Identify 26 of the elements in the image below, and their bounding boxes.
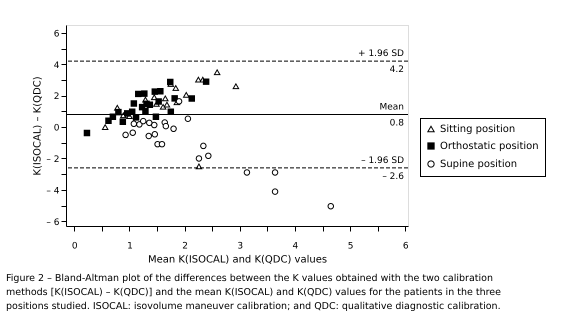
- caption: Figure 2 – Bland-Altman plot of the differences between the K values obtained with the two calibration methods [K(ISOCAL) – K(QDC)] and the mean K(ISOCAL) and K(QDC) values for the patients in the three positions studied. ISOCAL: isovolume maneuver calibration; and QDC: qualitative diagnostic calibration.: [6, 273, 502, 312]
- y-tick-label: 4: [54, 60, 60, 71]
- annotation: 0.8: [390, 118, 404, 129]
- ref-line-label: + 1.96 SD: [358, 49, 404, 60]
- ref-line-label: – 1.96 SD: [361, 156, 404, 166]
- annotation: – 2.6: [382, 172, 404, 182]
- y-tick-label: 2: [54, 92, 60, 102]
- x-axis-title: Mean K(ISOCAL) and K(QDC) values: [148, 254, 328, 266]
- y-tick-label: – 2: [46, 154, 60, 165]
- x-tick-label: 5: [348, 242, 354, 252]
- y-tick-label: – 4: [46, 186, 60, 196]
- x-tick-label: 3: [237, 242, 244, 252]
- x-tick-label: 6: [402, 242, 409, 252]
- y-axis-title: K(ISOCAL) – K(QDC): [32, 76, 44, 176]
- y-tick-label: 6: [54, 29, 60, 40]
- legend-label: Supine position: [440, 159, 518, 170]
- annotation: 4.2: [390, 65, 404, 76]
- x-tick-label: 1: [127, 242, 133, 252]
- x-tick-label: 4: [292, 242, 299, 252]
- legend-label: Orthostatic position: [440, 141, 539, 152]
- x-tick-label: 2: [182, 242, 188, 252]
- x-tick-label: 0: [72, 242, 78, 252]
- y-tick-label: 0: [54, 124, 60, 134]
- ref-line-label: Mean: [379, 102, 404, 113]
- y-tick-label: – 6: [46, 218, 60, 228]
- legend-label: Sitting position: [440, 124, 516, 135]
